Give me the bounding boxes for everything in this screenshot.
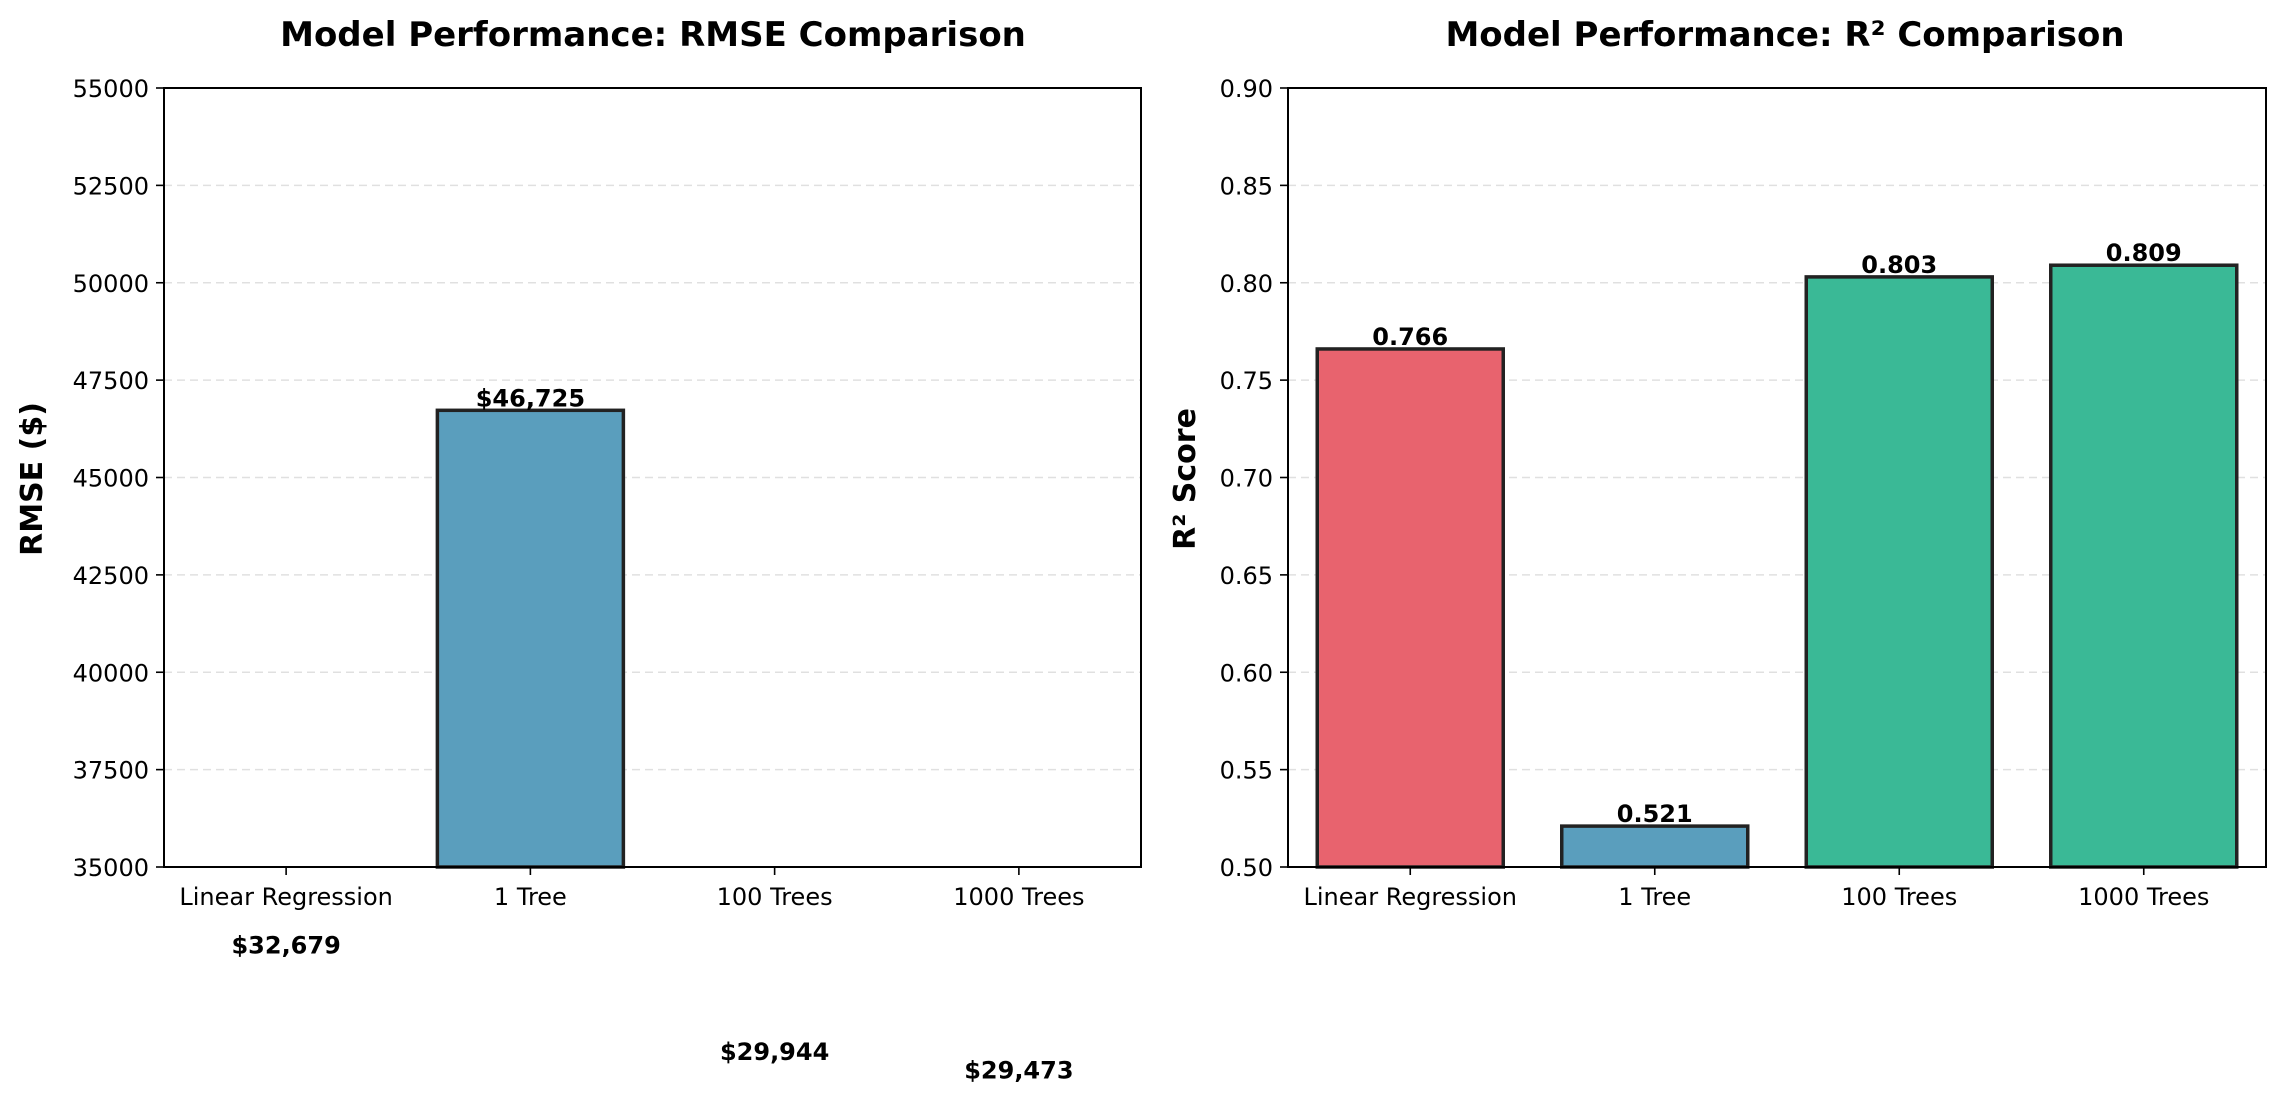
rmse-y-tick-label: 35000 [73, 854, 149, 882]
r2-chart: Model Performance: R² Comparison R² Scor… [1168, 15, 2267, 911]
rmse-y-tick-label: 50000 [73, 270, 149, 298]
r2-y-ticks: 0.50 0.55 0.60 0.65 0.70 0.75 0.80 0.85 0.90 [1220, 75, 1288, 882]
rmse-y-axis-label: RMSE ($) [15, 402, 50, 556]
rmse-chart-title: Model Performance: RMSE Comparison [280, 15, 1026, 55]
r2-y-axis-label: R² Score [1168, 408, 1203, 550]
r2-x-tick-label: 1 Tree [1618, 883, 1691, 911]
r2-y-tick-label: 0.70 [1220, 465, 1273, 493]
r2-y-tick-label: 0.60 [1220, 659, 1273, 687]
rmse-x-tick-label: 1000 Trees [953, 883, 1084, 911]
rmse-y-tick-label: 47500 [73, 367, 149, 395]
r2-bar [1804, 275, 1994, 869]
r2-value-label: 0.803 [1861, 251, 1937, 279]
rmse-y-tick-label: 45000 [73, 465, 149, 493]
r2-x-tick-label: 1000 Trees [2078, 883, 2209, 911]
rmse-y-tick-label: 42500 [73, 562, 149, 590]
rmse-y-ticks: 35000 37500 40000 42500 45000 47500 50000 52500… [73, 75, 164, 882]
rmse-x-tick-label: 1 Tree [494, 883, 567, 911]
rmse-y-tick-label: 40000 [73, 659, 149, 687]
rmse-value-label: $29,944 [720, 1038, 829, 1066]
r2-y-tick-label: 0.65 [1220, 562, 1273, 590]
r2-value-label: 0.809 [2106, 239, 2182, 267]
rmse-value-label: $46,725 [476, 384, 585, 412]
r2-x-tick-label: Linear Regression [1304, 883, 1518, 911]
r2-value-label: 0.766 [1372, 323, 1448, 351]
r2-x-tick-label: 100 Trees [1841, 883, 1957, 911]
r2-y-tick-label: 0.85 [1220, 172, 1273, 200]
rmse-value-label: $29,473 [964, 1056, 1073, 1084]
rmse-y-tick-label: 52500 [73, 172, 149, 200]
r2-bar [2049, 263, 2239, 869]
r2-y-tick-label: 0.80 [1220, 270, 1273, 298]
rmse-bar [435, 408, 626, 869]
r2-bars [1315, 263, 2239, 869]
rmse-x-ticks: Linear Regression 1 Tree 100 Trees 1000 Tre… [179, 867, 1084, 911]
rmse-value-labels: $32,679 $46,725 $29,944 $29,473 [231, 384, 1073, 1084]
r2-y-tick-label: 0.90 [1220, 75, 1273, 103]
r2-value-labels: 0.766 0.521 0.803 0.809 [1372, 239, 2181, 828]
rmse-x-tick-label: 100 Trees [717, 883, 833, 911]
rmse-chart: Model Performance: RMSE Comparison RMSE … [15, 15, 1142, 1084]
r2-chart-title: Model Performance: R² Comparison [1445, 15, 2124, 55]
r2-bar [1560, 824, 1750, 869]
r2-x-ticks: Linear Regression 1 Tree 100 Trees 1000 Tre… [1304, 867, 2209, 911]
rmse-y-tick-label: 55000 [73, 75, 149, 103]
r2-y-tick-label: 0.55 [1220, 757, 1273, 785]
rmse-grid [164, 184, 1141, 771]
r2-y-tick-label: 0.75 [1220, 367, 1273, 395]
r2-y-tick-label: 0.50 [1220, 854, 1273, 882]
rmse-y-tick-label: 37500 [73, 757, 149, 785]
rmse-bars [435, 408, 626, 869]
r2-bar [1315, 347, 1505, 869]
r2-value-label: 0.521 [1617, 800, 1693, 828]
rmse-x-tick-label: Linear Regression [179, 883, 393, 911]
rmse-value-label: $32,679 [231, 931, 340, 959]
